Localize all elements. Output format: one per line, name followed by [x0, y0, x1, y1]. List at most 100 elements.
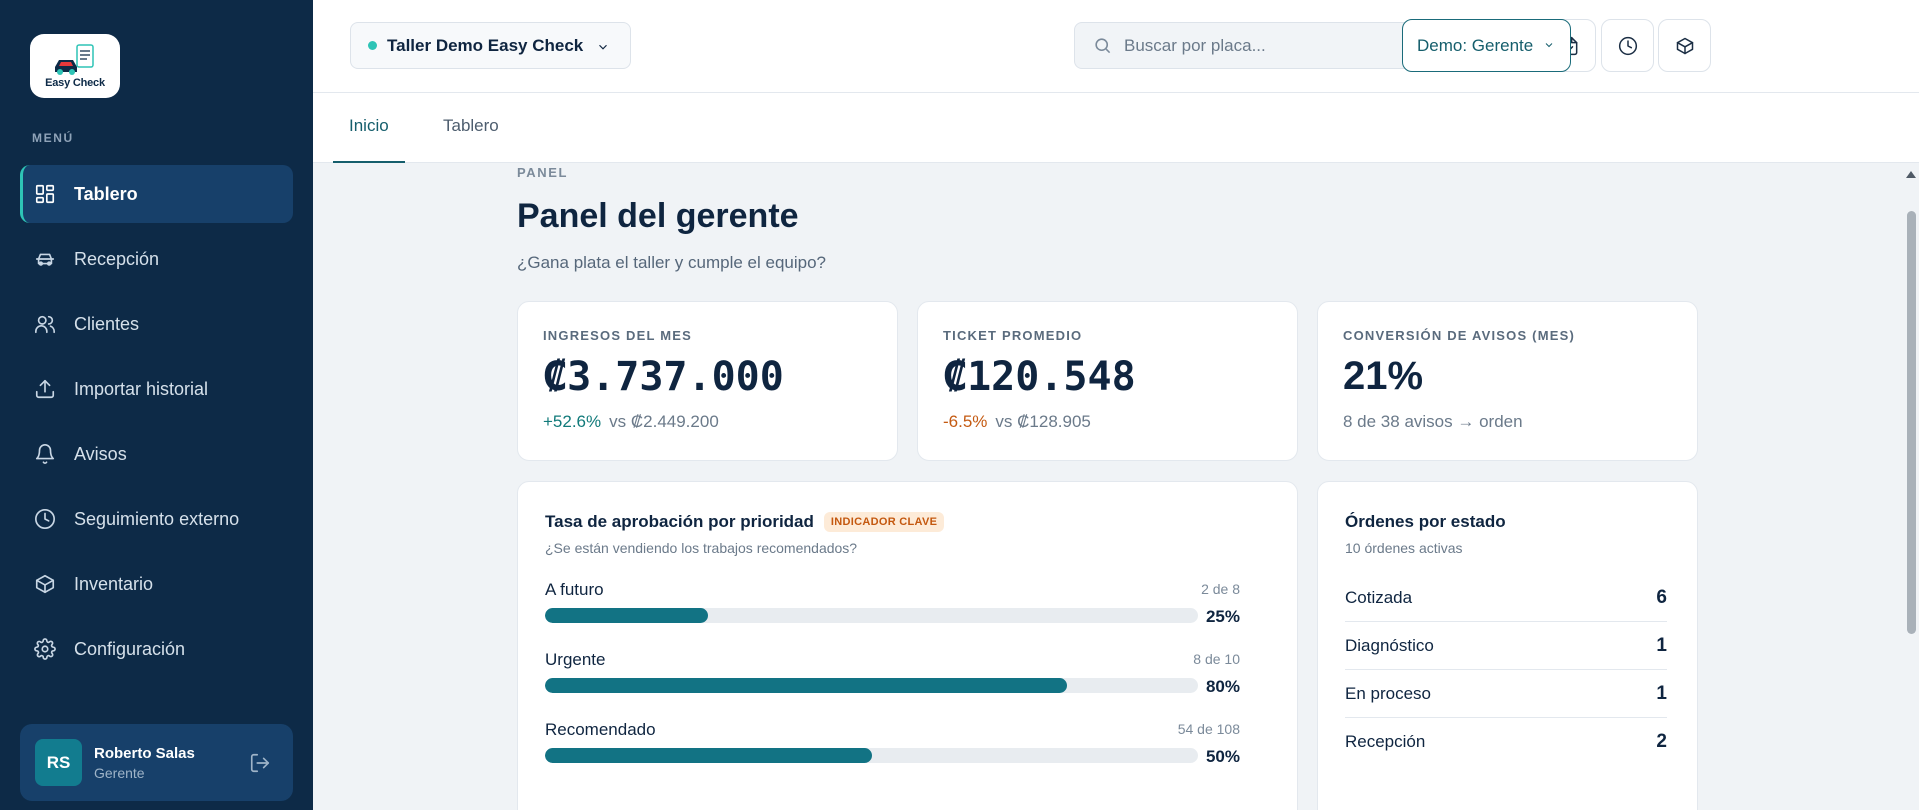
- avatar: RS: [35, 739, 82, 786]
- sidebar-item-configuracion[interactable]: Configuración: [20, 620, 293, 678]
- history-button[interactable]: [1601, 19, 1654, 72]
- status-name: En proceso: [1345, 683, 1431, 703]
- approval-rate-card: Tasa de aprobación por prioridad INDICAD…: [517, 481, 1298, 810]
- approval-title: Tasa de aprobación por prioridad: [545, 512, 814, 531]
- dashboard-icon: [34, 183, 56, 205]
- kpi-compare-text: vs ₡128.905: [995, 412, 1091, 431]
- approval-row: A futuro 2 de 8 25%: [545, 580, 1267, 646]
- orders-subtitle: 10 órdenes activas: [1345, 540, 1463, 556]
- kpi-delta: +52.6%: [543, 412, 602, 431]
- gear-icon: [34, 638, 56, 660]
- kpi-compare-text: vs ₡2.449.200: [609, 412, 719, 431]
- orders-title: Órdenes por estado: [1345, 512, 1506, 531]
- clock-icon: [34, 508, 56, 530]
- progress-fill: [545, 678, 1068, 693]
- kpi-card-ingresos: INGRESOS DEL MES ₡3.737.000 +52.6% vs ₡2.…: [517, 301, 898, 461]
- chevron-down-icon: [596, 39, 610, 53]
- status-row[interactable]: Cotizada 6: [1345, 574, 1667, 622]
- approval-row: Urgente 8 de 10 80%: [545, 650, 1267, 716]
- approval-row-count: 54 de 108: [1177, 721, 1240, 737]
- status-name: Diagnóstico: [1345, 635, 1434, 655]
- sidebar-item-recepcion[interactable]: Recepción: [20, 230, 293, 288]
- approval-row-name: Recomendado: [545, 720, 656, 739]
- kpi-value: ₡3.737.000: [543, 354, 784, 400]
- orders-status-card: Órdenes por estado 10 órdenes activas Co…: [1317, 481, 1698, 810]
- car-icon: [34, 248, 56, 270]
- kpi-label: INGRESOS DEL MES: [543, 328, 692, 343]
- sidebar-item-label: Importar historial: [74, 378, 209, 399]
- user-role: Gerente: [94, 764, 145, 781]
- scrollbar[interactable]: [1903, 163, 1919, 810]
- card-subtitle: ¿Se están vendiendo los trabajos recomen…: [545, 540, 858, 556]
- role-select-value: Demo: Gerente: [1417, 35, 1534, 55]
- progress-fill: [545, 608, 709, 623]
- sidebar-item-tablero[interactable]: Tablero: [20, 165, 293, 223]
- logout-icon[interactable]: [249, 752, 271, 774]
- sidebar-item-seguimiento-externo[interactable]: Seguimiento externo: [20, 490, 293, 548]
- status-count: 2: [1656, 731, 1667, 752]
- scroll-thumb[interactable]: [1907, 211, 1916, 634]
- progress-track: [545, 678, 1198, 693]
- approval-row: Recomendado 54 de 108 50%: [545, 720, 1267, 786]
- inventory-button[interactable]: [1658, 19, 1711, 72]
- user-card: RS Roberto Salas Gerente: [20, 724, 293, 801]
- workshop-selector[interactable]: Taller Demo Easy Check: [350, 22, 631, 69]
- progress-track: [545, 748, 1198, 763]
- role-select[interactable]: Demo: Gerente: [1402, 19, 1571, 72]
- status-count: 1: [1656, 682, 1667, 704]
- card-title: Tasa de aprobación por prioridad INDICAD…: [545, 512, 945, 532]
- bell-icon: [34, 443, 56, 465]
- sidebar-item-label: Avisos: [74, 443, 127, 464]
- sidebar-item-inventario[interactable]: Inventario: [20, 555, 293, 613]
- approval-row-count: 8 de 10: [1193, 651, 1240, 667]
- sidebar-item-avisos[interactable]: Avisos: [20, 425, 293, 483]
- status-dot: [368, 41, 377, 50]
- key-indicator-badge: INDICADOR CLAVE: [823, 512, 945, 532]
- sidebar-nav: Tablero Recepción Clientes Importar hist…: [20, 165, 293, 685]
- search-icon: [1095, 38, 1111, 54]
- search-input[interactable]: [1124, 35, 1404, 56]
- users-icon: [34, 313, 56, 335]
- search-box: [1074, 22, 1417, 69]
- status-row[interactable]: Recepción 2: [1345, 718, 1667, 766]
- sidebar-item-label: Tablero: [74, 183, 138, 204]
- approval-row-name: A futuro: [545, 580, 604, 599]
- sidebar-item-clientes[interactable]: Clientes: [20, 295, 293, 353]
- box-icon: [34, 573, 56, 595]
- page-subtitle: ¿Gana plata el taller y cumple el equipo…: [517, 253, 827, 272]
- sidebar-item-importar-historial[interactable]: Importar historial: [20, 360, 293, 418]
- page-eyebrow: PANEL: [517, 165, 569, 180]
- kpi-label: CONVERSIÓN DE AVISOS (MES): [1343, 328, 1576, 343]
- upload-icon: [34, 378, 56, 400]
- kpi-compare: -6.5% vs ₡128.905: [943, 412, 1091, 432]
- status-row[interactable]: En proceso 1: [1345, 670, 1667, 718]
- kpi-value: ₡120.548: [943, 354, 1136, 400]
- main-content: PANEL Panel del gerente ¿Gana plata el t…: [313, 163, 1903, 810]
- status-count: 6: [1656, 586, 1667, 608]
- tab-inicio[interactable]: Inicio: [333, 93, 405, 163]
- sidebar-item-label: Recepción: [74, 248, 160, 269]
- sidebar-item-label: Configuración: [74, 638, 186, 659]
- topbar: Taller Demo Easy Check 16 Demo: Gerente: [313, 0, 1919, 93]
- progress-fill: [545, 748, 872, 763]
- kpi-card-ticket: TICKET PROMEDIO ₡120.548 -6.5% vs ₡128.90…: [917, 301, 1298, 461]
- kpi-value: 21%: [1343, 354, 1424, 398]
- user-name: Roberto Salas: [94, 744, 195, 762]
- status-row[interactable]: Diagnóstico 1: [1345, 622, 1667, 670]
- scroll-up-arrow-icon[interactable]: [1906, 171, 1916, 178]
- tab-bar: Inicio Tablero: [313, 93, 1919, 163]
- tab-tablero[interactable]: Tablero: [443, 116, 499, 135]
- sidebar-item-label: Clientes: [74, 313, 140, 334]
- approval-row-name: Urgente: [545, 650, 606, 669]
- sidebar: Easy Check MENÚ Tablero Recepción Client…: [0, 0, 313, 810]
- kpi-label: TICKET PROMEDIO: [943, 328, 1083, 343]
- status-count: 1: [1656, 634, 1667, 656]
- kpi-compare-text: 8 de 38 avisos → orden: [1343, 412, 1523, 431]
- approval-row-count: 2 de 8: [1201, 581, 1240, 597]
- approval-row-pct: 50%: [1205, 747, 1240, 766]
- kpi-delta: -6.5%: [943, 412, 988, 431]
- sidebar-item-label: Seguimiento externo: [74, 508, 240, 529]
- progress-track: [545, 608, 1198, 623]
- kpi-compare: 8 de 38 avisos → orden: [1343, 412, 1523, 432]
- app-logo[interactable]: Easy Check: [30, 34, 120, 98]
